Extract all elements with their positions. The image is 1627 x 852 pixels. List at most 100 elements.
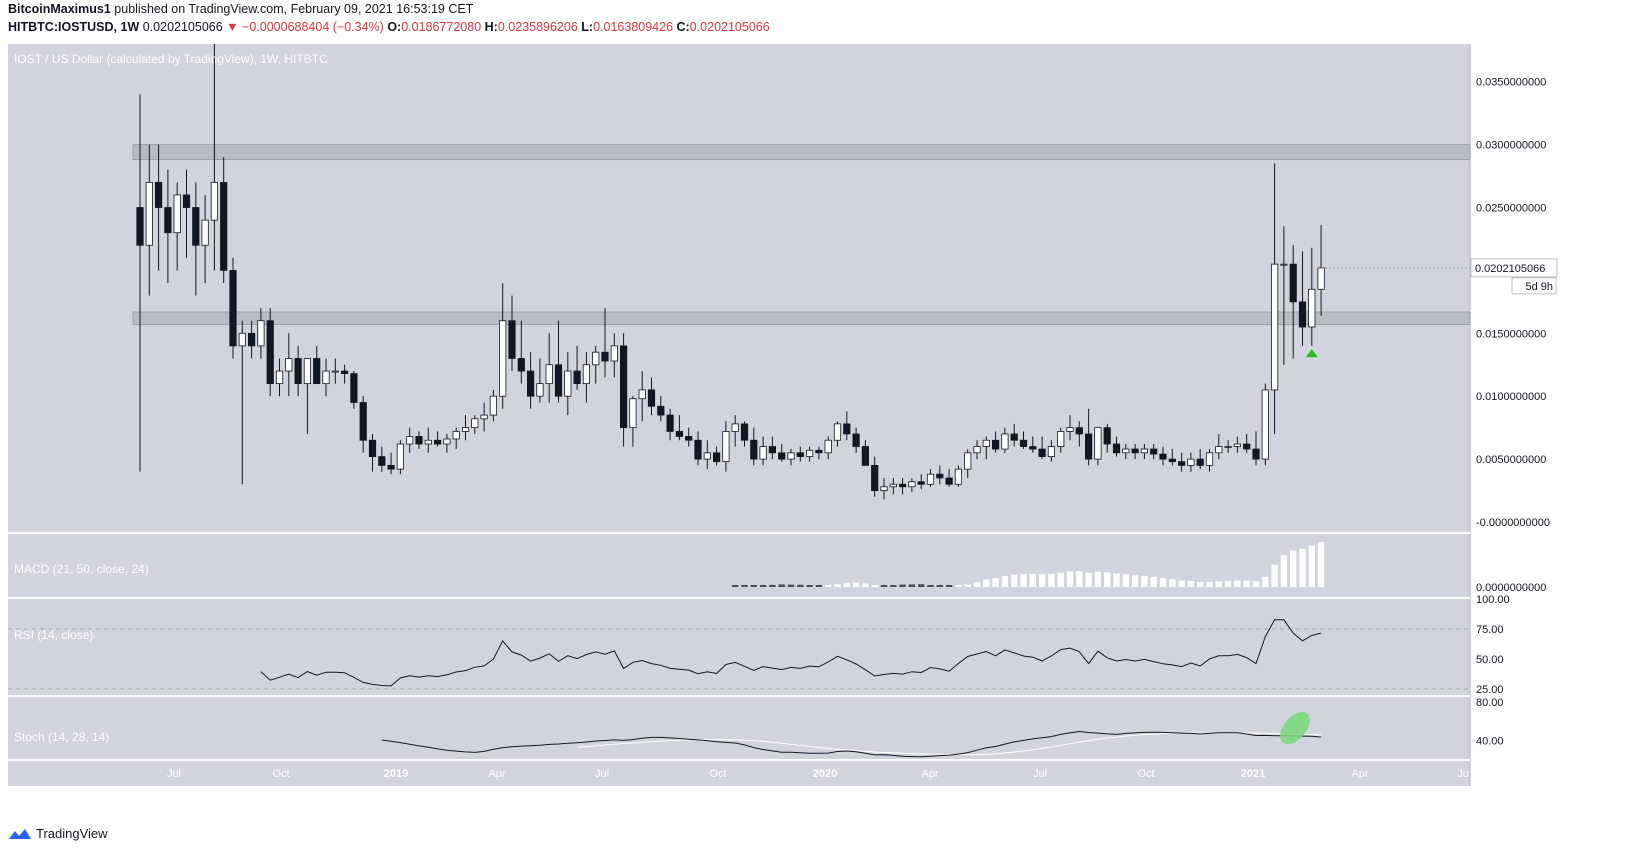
candle-body: [424, 439, 432, 445]
candle-body: [1094, 427, 1102, 460]
candle-body: [145, 181, 153, 246]
candle-body: [331, 370, 339, 373]
candle-body: [368, 439, 377, 457]
candle-body: [136, 207, 144, 246]
candle-body: [1289, 263, 1297, 303]
candle-body: [1159, 453, 1167, 460]
close-label: C:: [676, 20, 690, 34]
macd-bar: [1066, 571, 1074, 587]
candle-body: [350, 373, 358, 403]
candle-body: [378, 456, 386, 466]
candle-body: [731, 423, 739, 432]
candle-body: [443, 438, 451, 445]
macd-bar: [1001, 575, 1009, 587]
macd-bar: [927, 585, 934, 587]
macd-bar: [1197, 581, 1204, 587]
candle-body: [396, 443, 405, 470]
price-tick-label: 0.0100000000: [1476, 391, 1546, 403]
time-tick-label: Ju: [1457, 768, 1469, 780]
candle-body: [1038, 448, 1046, 457]
candle-body: [1112, 443, 1121, 454]
candle-body: [1317, 267, 1325, 290]
candle-body: [536, 383, 544, 397]
time-tick-label: Oct: [709, 768, 726, 780]
resistance-zone-1: [132, 144, 1471, 161]
candle-body: [973, 446, 981, 454]
macd-bar: [1104, 572, 1111, 587]
candle-body: [1252, 448, 1260, 460]
candle-body: [899, 483, 907, 488]
candle-body: [238, 332, 246, 347]
candle-body: [1168, 458, 1176, 463]
rsi-pane: [8, 599, 1470, 695]
macd-bar: [983, 579, 990, 587]
macd-bar: [1169, 579, 1176, 587]
macd-bar: [750, 585, 757, 587]
candle-body: [638, 389, 646, 400]
candle-body: [415, 436, 423, 445]
footer-brand[interactable]: TradingView: [36, 826, 108, 841]
countdown-label: 5d 9h: [1525, 281, 1553, 293]
candle-body: [201, 219, 209, 246]
time-tick-label: Apr: [921, 768, 938, 780]
candle-body: [573, 370, 581, 385]
candle-body: [768, 446, 777, 454]
macd-bar: [1141, 575, 1148, 587]
price-tick-label: 0.0150000000: [1476, 328, 1546, 340]
macd-bar: [1271, 564, 1278, 587]
macd-bar: [880, 585, 888, 587]
time-tick-label: Oct: [1137, 768, 1154, 780]
candle-body: [833, 423, 842, 441]
candle-body: [1150, 448, 1158, 455]
candle-body: [861, 446, 870, 466]
price-tick-label: 0.0050000000: [1476, 454, 1546, 466]
candle-body: [210, 181, 218, 221]
price-tick-label: -0.0000000000: [1476, 517, 1550, 529]
candle-body: [1280, 263, 1288, 266]
macd-bar: [1215, 581, 1222, 587]
macd-bar: [797, 584, 804, 587]
candle-body: [1001, 433, 1009, 450]
macd-bar: [1262, 576, 1269, 587]
low-label: L:: [581, 20, 594, 34]
candle-body: [722, 431, 730, 463]
candle-body: [1187, 458, 1195, 466]
time-tick-label: Jul: [167, 768, 181, 780]
rsi-title: RSI (14, close): [14, 628, 93, 642]
macd-bar: [1187, 581, 1195, 587]
author-name[interactable]: BitcoinMaximus1: [8, 2, 111, 16]
candle-body: [1122, 448, 1130, 454]
candle-body: [675, 431, 684, 437]
candle-body: [880, 486, 888, 491]
candle-body: [154, 181, 163, 208]
price-tick-label: 0.0300000000: [1476, 140, 1546, 152]
candle-body: [1075, 427, 1083, 435]
macd-bar: [732, 585, 739, 587]
macd-bar: [871, 585, 878, 587]
time-tick-label: Jul: [1033, 768, 1047, 780]
candle-body: [517, 358, 525, 372]
tradingview-logo-icon: [9, 828, 31, 839]
macd-bar: [1085, 572, 1092, 587]
macd-bar: [1131, 575, 1139, 587]
macd-bar: [1317, 542, 1325, 587]
candle-body: [1047, 446, 1055, 457]
publisher-line: BitcoinMaximus1 published on TradingView…: [8, 2, 473, 16]
macd-bar: [852, 582, 860, 587]
candle-body: [740, 423, 749, 441]
price-pane: [8, 44, 1470, 532]
up-arrow-marker-icon: [1305, 349, 1318, 358]
candle-body: [1271, 263, 1279, 391]
price-tick-label: 0.0250000000: [1476, 203, 1546, 215]
macd-bar: [1159, 578, 1167, 587]
macd-bar: [1113, 573, 1120, 587]
candle-body: [1103, 427, 1111, 445]
candle-body: [564, 370, 572, 397]
candle-body: [220, 181, 228, 271]
rsi-line: [260, 619, 1322, 687]
macd-bar: [1178, 580, 1185, 587]
macd-bar: [1150, 576, 1157, 587]
candle-body: [266, 320, 274, 385]
candle-body: [340, 370, 349, 374]
